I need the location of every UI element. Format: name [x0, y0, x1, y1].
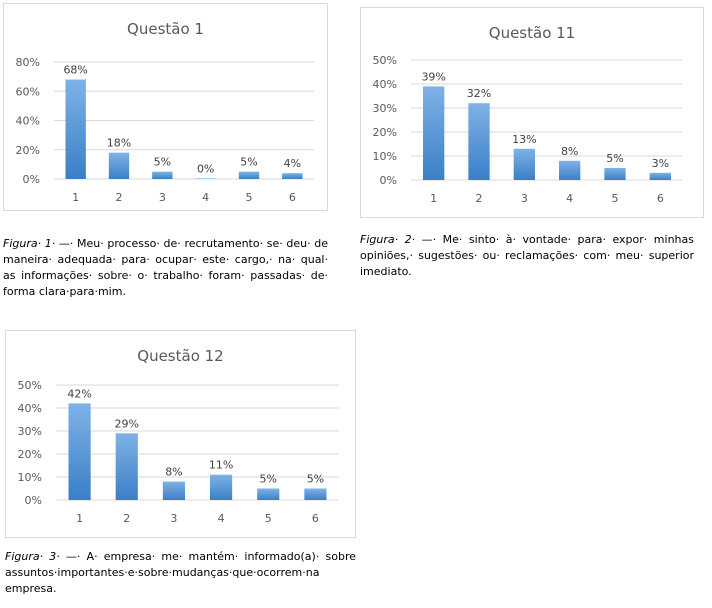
bar [209, 474, 233, 500]
y-tick-label: 10% [373, 150, 397, 163]
bar [115, 433, 138, 500]
y-tick-label: 50% [18, 379, 42, 392]
y-tick-label: 40% [18, 402, 42, 415]
x-tick-label: 2 [116, 191, 123, 204]
x-tick-label: 3 [521, 192, 528, 205]
chart-questao-1: Questão 1 0% 20% 40% 60% 80% 68% 1 18% 2 5% 3 0% 4 5% 5… [3, 3, 328, 211]
figure-caption-1: Figura· 1· —· Meu· processo· de· recruta… [3, 236, 328, 300]
data-label: 8% [561, 145, 578, 158]
bar [649, 172, 671, 180]
y-tick-label: 20% [18, 448, 42, 461]
chart-title: Questão 1 [127, 20, 204, 38]
chart-questao-12: Questão 12 0% 10% 20% 30% 40% 50% 42% 1 29% 2 8% 3 11… [5, 330, 356, 538]
data-label: 5% [240, 156, 257, 169]
x-tick-label: 2 [476, 192, 483, 205]
x-tick-label: 4 [202, 191, 209, 204]
x-tick-label: 1 [76, 512, 83, 525]
caption-text: —· A· empresa· me· mantém· informado(a)·… [5, 550, 356, 595]
data-label: 5% [307, 473, 324, 486]
y-tick-label: 10% [18, 471, 42, 484]
bar [468, 103, 490, 180]
data-label: 18% [107, 137, 131, 150]
bar [65, 79, 86, 179]
bar [513, 148, 535, 180]
y-tick-label: 0% [23, 173, 40, 186]
bar [604, 168, 626, 180]
bar [257, 488, 280, 500]
y-tick-label: 40% [373, 78, 397, 91]
bar [68, 403, 91, 500]
data-label: 13% [512, 133, 536, 146]
x-tick-label: 6 [657, 192, 664, 205]
bar [559, 160, 581, 180]
bar [238, 171, 260, 179]
caption-text: —· Me· sinto· à· vontade· para· expor· m… [360, 233, 694, 278]
data-label: 0% [197, 163, 214, 176]
x-tick-label: 5 [246, 191, 253, 204]
x-tick-label: 1 [430, 192, 437, 205]
x-tick-label: 4 [218, 512, 225, 525]
x-tick-label: 5 [265, 512, 272, 525]
y-tick-label: 80% [16, 56, 40, 69]
x-tick-label: 3 [170, 512, 177, 525]
figure-label: Figura· 3· [5, 550, 60, 563]
chart-title: Questão 11 [489, 24, 575, 42]
data-label: 5% [260, 473, 277, 486]
chart-svg: Questão 12 0% 10% 20% 30% 40% 50% 42% 1 29% 2 8% 3 11… [18, 347, 339, 525]
y-tick-label: 40% [16, 115, 40, 128]
y-tick-label: 30% [18, 425, 42, 438]
figure-caption-2: Figura· 2· —· Me· sinto· à· vontade· par… [360, 232, 694, 280]
x-tick-label: 6 [312, 512, 319, 525]
chart-svg: Questão 1 0% 20% 40% 60% 80% 68% 1 18% 2 5% 3 0% 4 5% 5… [16, 20, 314, 204]
data-label: 5% [154, 156, 171, 169]
bar [108, 152, 130, 179]
bar [304, 488, 327, 500]
data-label: 32% [467, 87, 491, 100]
data-label: 4% [284, 157, 301, 170]
chart-title: Questão 12 [137, 347, 223, 365]
data-label: 39% [421, 70, 445, 83]
y-tick-label: 0% [25, 494, 42, 507]
chart-questao-11: Questão 11 0% 10% 20% 30% 40% 50% 39% 1 32% 2 13% 3 8… [360, 7, 704, 218]
x-tick-label: 3 [159, 191, 166, 204]
x-tick-label: 5 [612, 192, 619, 205]
data-label: 29% [115, 417, 139, 430]
x-tick-label: 4 [566, 192, 573, 205]
y-tick-label: 30% [373, 102, 397, 115]
data-label: 3% [652, 157, 669, 170]
bar [282, 173, 303, 179]
y-tick-label: 0% [380, 174, 397, 187]
y-tick-label: 20% [373, 126, 397, 139]
data-label: 8% [165, 466, 182, 479]
figure-label: Figura· 2· [360, 233, 416, 246]
data-label: 11% [209, 459, 233, 472]
figure-caption-3: Figura· 3· —· A· empresa· me· mantém· in… [5, 549, 356, 597]
x-tick-label: 2 [123, 512, 130, 525]
y-tick-label: 50% [373, 54, 397, 67]
x-tick-label: 1 [72, 191, 79, 204]
bar [195, 178, 216, 179]
bar [162, 481, 186, 500]
bar [423, 86, 445, 180]
bar [152, 171, 173, 179]
caption-text: —· Meu· processo· de· recrutamento· se· … [3, 237, 328, 298]
data-label: 5% [606, 152, 623, 165]
y-tick-label: 60% [16, 85, 40, 98]
x-tick-label: 6 [289, 191, 296, 204]
data-label: 42% [67, 387, 91, 400]
figure-label: Figura· 1· [3, 237, 56, 250]
y-tick-label: 20% [16, 144, 40, 157]
chart-svg: Questão 11 0% 10% 20% 30% 40% 50% 39% 1 32% 2 13% 3 8… [373, 24, 683, 205]
data-label: 68% [63, 64, 87, 77]
